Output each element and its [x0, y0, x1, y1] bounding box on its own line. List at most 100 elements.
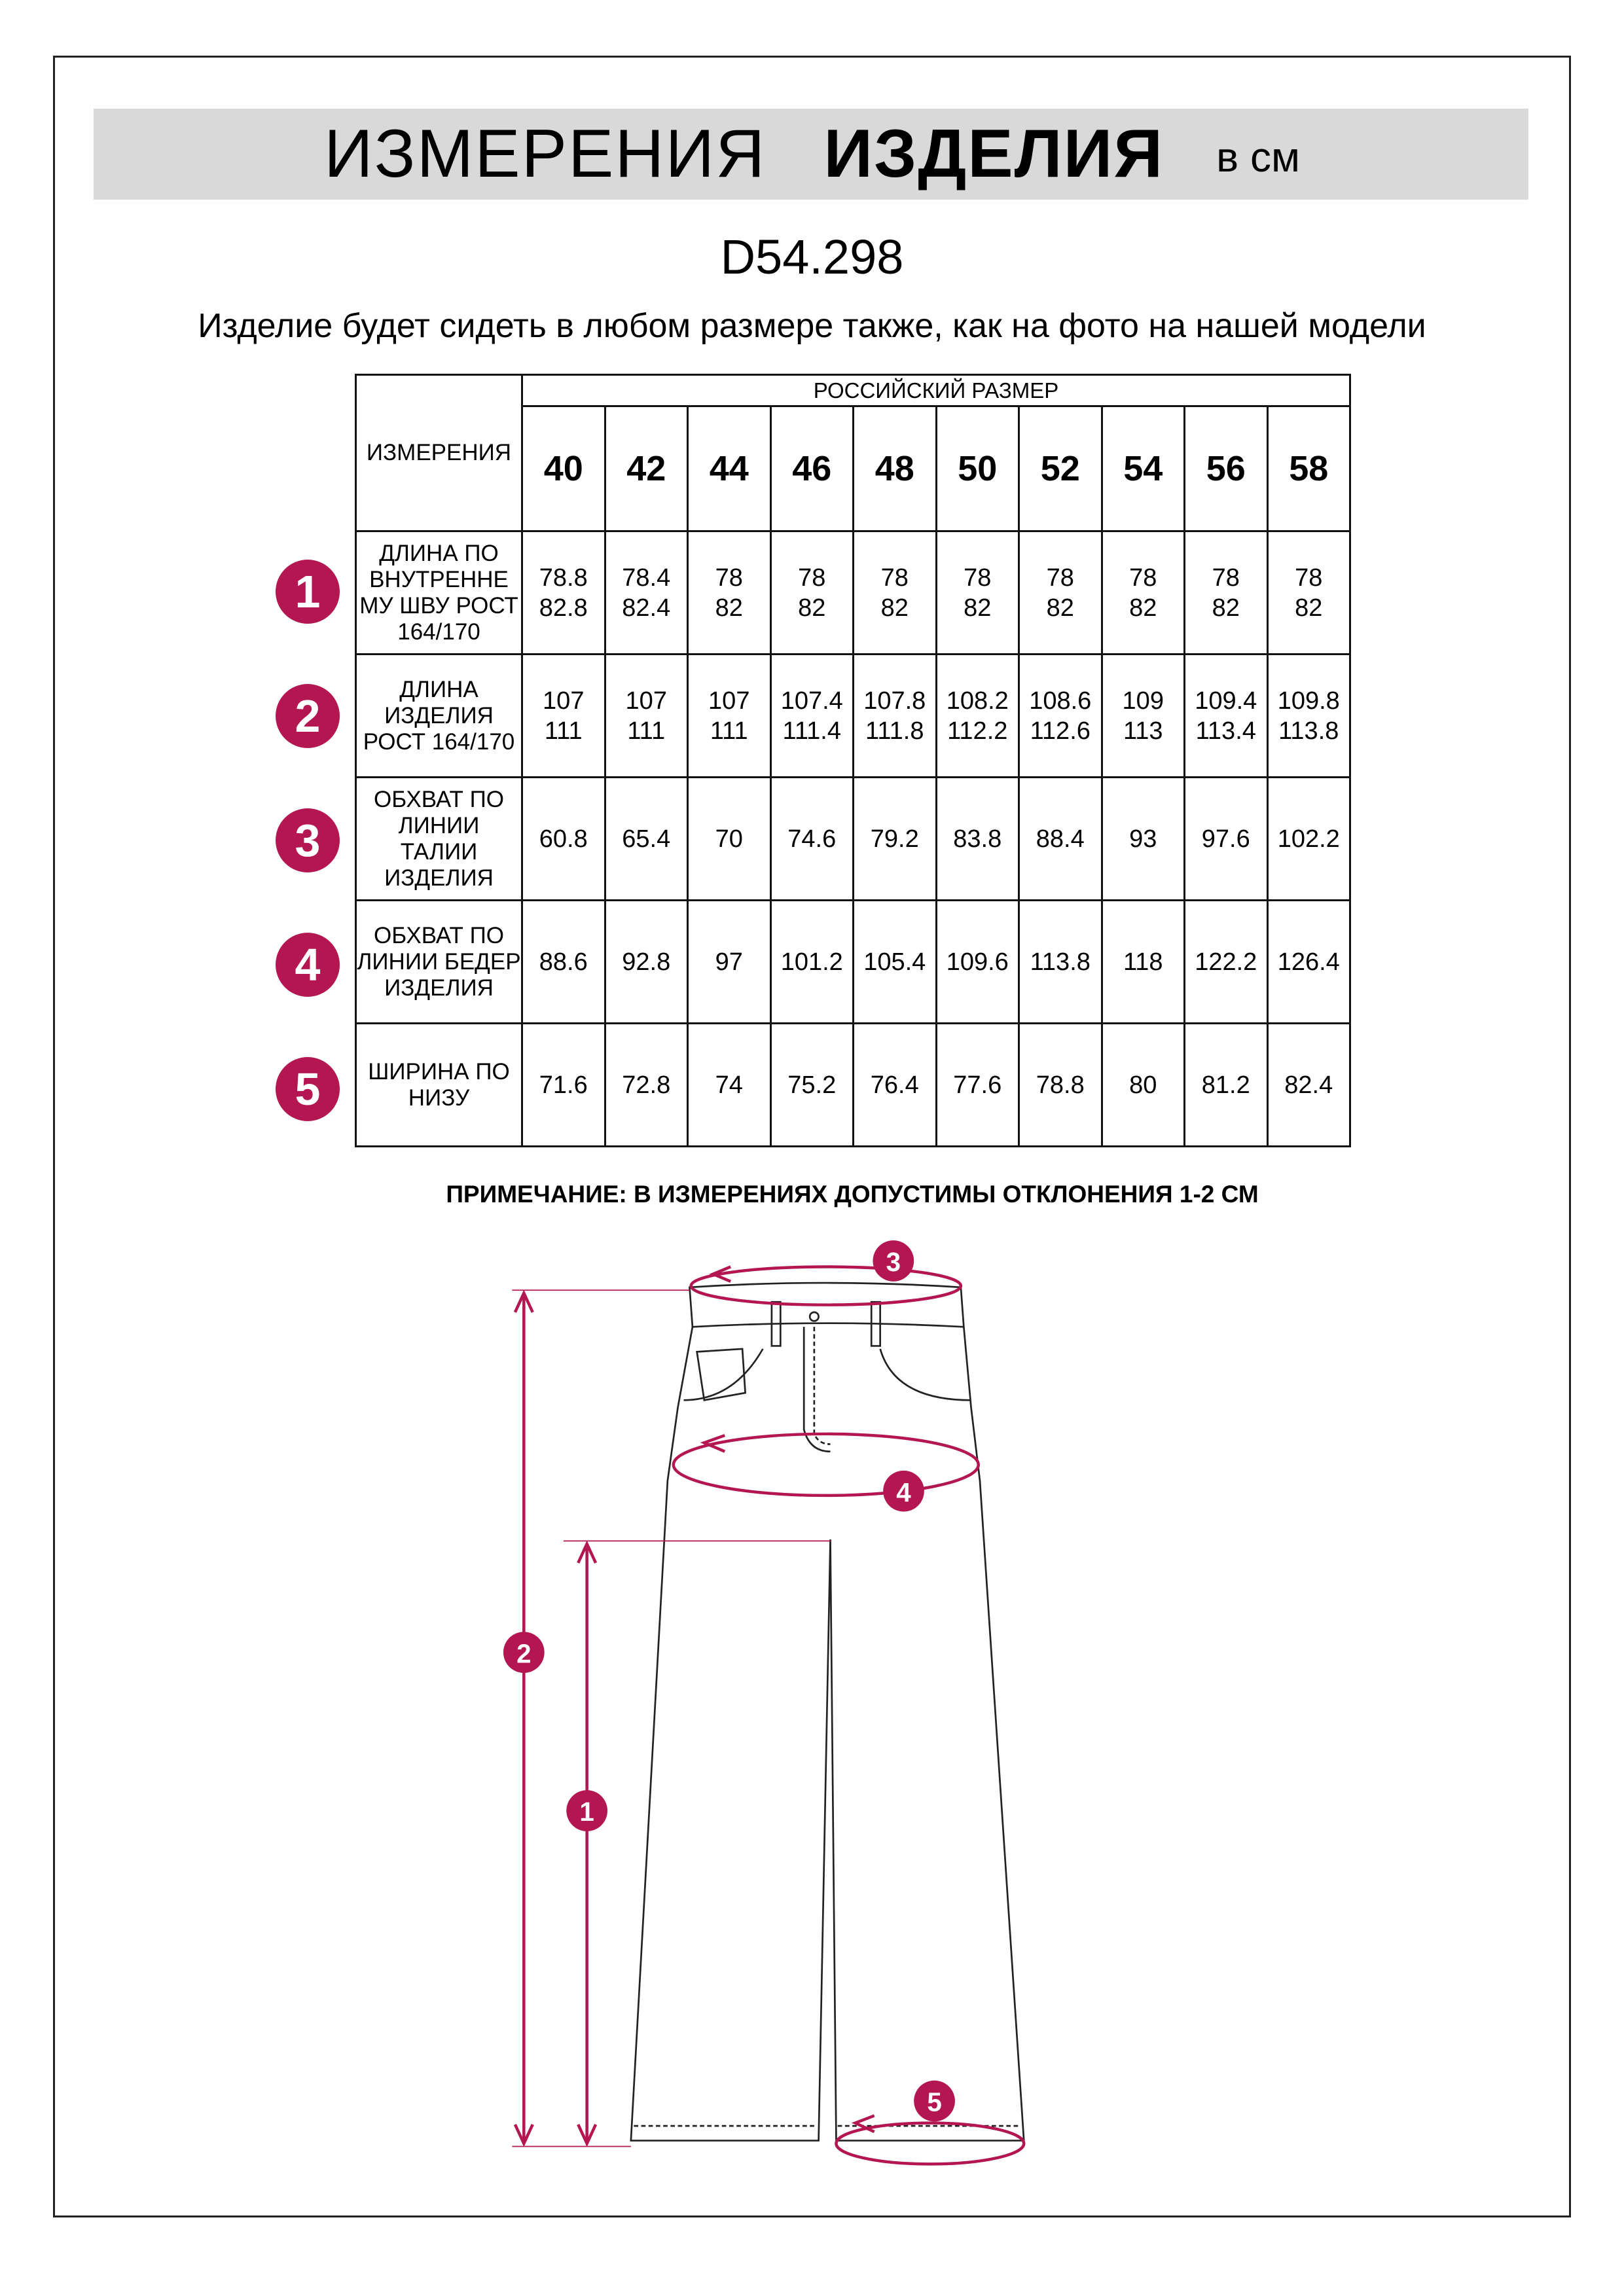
title-regular: ИЗМЕРЕНИЯ [324, 116, 767, 192]
measurement-lines [512, 1265, 1026, 2166]
diagram-badge-5: 5 [914, 2080, 955, 2122]
table-cell: 78 82 [769, 530, 854, 655]
diagram-badge-4: 4 [883, 1470, 924, 1512]
size-header-row: 40 42 44 46 48 50 52 54 56 58 [356, 405, 1351, 532]
svg-text:1: 1 [579, 1797, 594, 1827]
row-badge-5: 5 [276, 1057, 340, 1121]
row-badge-1: 1 [276, 560, 340, 624]
table-cell: 101.2 [769, 899, 854, 1024]
table-cell: 65.4 [604, 776, 689, 901]
measurement-label: ДЛИНА ИЗДЕЛИЯ РОСТ 164/170 [355, 653, 523, 778]
table-cell: 74 [687, 1022, 772, 1147]
size-header-40: 40 [521, 405, 606, 532]
table-cell: 93 [1100, 776, 1185, 901]
table-cell: 109.6 [935, 899, 1020, 1024]
row-badge-4: 4 [276, 933, 340, 997]
table-cell: 92.8 [604, 899, 689, 1024]
table-cell: 88.6 [521, 899, 606, 1024]
table-row: ДЛИНА ПО ВНУТРЕННЕ МУ ШВУ РОСТ 164/170 78… [355, 530, 1351, 655]
table-cell: 80 [1100, 1022, 1185, 1147]
title-unit: в см [1216, 133, 1300, 181]
table-cell: 107 111 [604, 653, 689, 778]
size-group-label: РОССИЙСКИЙ РАЗМЕР [521, 374, 1351, 407]
table-cell: 72.8 [604, 1022, 689, 1147]
size-header-44: 44 [687, 405, 772, 532]
table-cell: 79.2 [852, 776, 937, 901]
size-header-42: 42 [604, 405, 689, 532]
table-cell: 78 82 [1018, 530, 1103, 655]
table-cell: 108.6 112.6 [1018, 653, 1103, 778]
row-badge-3: 3 [276, 808, 340, 872]
table-cell: 113.8 [1018, 899, 1103, 1024]
measurement-label: ШИРИНА ПО НИЗУ [355, 1022, 523, 1147]
table-cell: 107.8 111.8 [852, 653, 937, 778]
page-title: ИЗМЕРЕНИЯ ИЗДЕЛИЯ в см [0, 109, 1624, 200]
table-cell: 60.8 [521, 776, 606, 901]
table-cell: 78 82 [852, 530, 937, 655]
table-cell: 97.6 [1183, 776, 1269, 901]
table-cell: 126.4 [1266, 899, 1351, 1024]
table-row: ШИРИНА ПО НИЗУ 71.6 72.8 74 75.2 76.4 77.6 78.8… [355, 1022, 1351, 1147]
diagram-badge-3: 3 [873, 1240, 914, 1282]
size-header-54: 54 [1100, 405, 1185, 532]
table-cell: 82.4 [1266, 1022, 1351, 1147]
table-cell: 122.2 [1183, 899, 1269, 1024]
svg-text:2: 2 [516, 1638, 531, 1668]
measurement-label: ДЛИНА ПО ВНУТРЕННЕ МУ ШВУ РОСТ 164/170 [355, 530, 523, 655]
diagram-badge-2: 2 [503, 1632, 545, 1673]
table-cell: 109.4 113.4 [1183, 653, 1269, 778]
table-cell: 75.2 [769, 1022, 854, 1147]
note: ПРИМЕЧАНИЕ: В ИЗМЕРЕНИЯХ ДОПУСТИМЫ ОТКЛО… [446, 1181, 1259, 1208]
size-table: ИЗМЕРЕНИЯ РОССИЙСКИЙ РАЗМЕР 40 42 44 46 48 50… [355, 374, 1351, 1147]
table-cell: 78 82 [1100, 530, 1185, 655]
table-cell: 107.4 111.4 [769, 653, 854, 778]
row-badge-2: 2 [276, 684, 340, 748]
svg-text:5: 5 [927, 2087, 941, 2117]
table-cell: 109.8 113.8 [1266, 653, 1351, 778]
size-header-56: 56 [1183, 405, 1269, 532]
svg-text:3: 3 [886, 1247, 901, 1277]
table-cell: 107 111 [521, 653, 606, 778]
table-cell: 105.4 [852, 899, 937, 1024]
table-cell: 81.2 [1183, 1022, 1269, 1147]
corner-label: ИЗМЕРЕНИЯ [355, 374, 523, 532]
size-header-50: 50 [935, 405, 1020, 532]
table-cell: 70 [687, 776, 772, 901]
table-cell: 107 111 [687, 653, 772, 778]
size-header-48: 48 [852, 405, 937, 532]
table-cell: 78 82 [935, 530, 1020, 655]
title-bold: ИЗДЕЛИЯ [823, 116, 1164, 192]
svg-text:4: 4 [896, 1477, 911, 1507]
table-cell: 102.2 [1266, 776, 1351, 901]
size-header-52: 52 [1018, 405, 1103, 532]
table-cell: 74.6 [769, 776, 854, 901]
table-cell: 109 113 [1100, 653, 1185, 778]
pants-outline [630, 1282, 1025, 2142]
diagram-badges: 1 2 3 4 5 [503, 1240, 955, 2122]
table-cell: 76.4 [852, 1022, 937, 1147]
page-frame [53, 56, 1571, 2217]
table-cell: 77.6 [935, 1022, 1020, 1147]
table-cell: 78 82 [1183, 530, 1269, 655]
table-row: ДЛИНА ИЗДЕЛИЯ РОСТ 164/170 107 111 107 111… [355, 653, 1351, 778]
size-header-46: 46 [769, 405, 854, 532]
table-cell: 83.8 [935, 776, 1020, 901]
measurement-label: ОБХВАТ ПО ЛИНИИ БЕДЕР ИЗДЕЛИЯ [355, 899, 523, 1024]
table-cell: 71.6 [521, 1022, 606, 1147]
title-bar [94, 109, 1528, 200]
table-cell: 78 82 [687, 530, 772, 655]
table-row: ОБХВАТ ПО ЛИНИИ БЕДЕР ИЗДЕЛИЯ 88.6 92.8 97 1… [355, 899, 1351, 1024]
diagram-badge-1: 1 [566, 1790, 608, 1831]
table-cell: 97 [687, 899, 772, 1024]
size-header-58: 58 [1266, 405, 1351, 532]
table-cell: 108.2 112.2 [935, 653, 1020, 778]
table-cell: 78.8 [1018, 1022, 1103, 1147]
table-row: ОБХВАТ ПО ЛИНИИ ТАЛИИ ИЗДЕЛИЯ 60.8 65.4 70 7… [355, 776, 1351, 901]
table-cell: 78 82 [1266, 530, 1351, 655]
table-cell: 118 [1100, 899, 1185, 1024]
table-cell: 88.4 [1018, 776, 1103, 901]
table-cell: 78.8 82.8 [521, 530, 606, 655]
measurement-label: ОБХВАТ ПО ЛИНИИ ТАЛИИ ИЗДЕЛИЯ [355, 776, 523, 901]
subtitle: Изделие будет сидеть в любом размере так… [198, 307, 1426, 345]
